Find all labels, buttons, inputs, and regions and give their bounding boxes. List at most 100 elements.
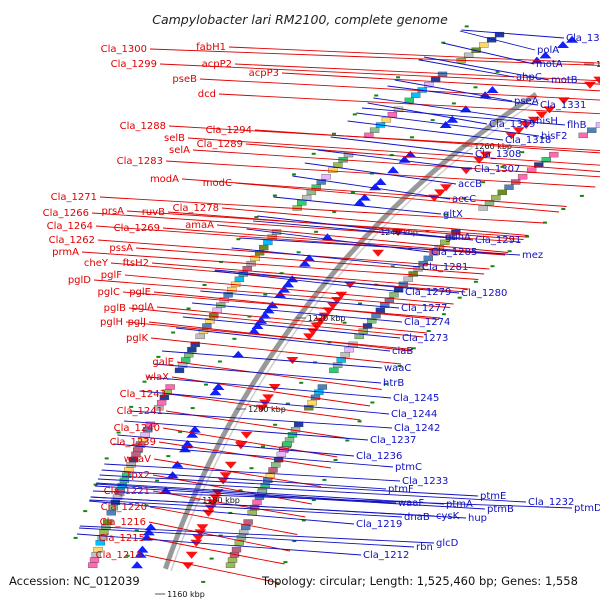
gene-label-left: pseB	[172, 74, 197, 85]
cog-block-reverse	[362, 323, 373, 329]
cog-block-reverse	[317, 384, 328, 390]
tick-dash	[345, 439, 350, 442]
right-label-connector	[129, 410, 393, 429]
kbp-tick-label: 1200 kbp	[248, 405, 286, 414]
right-label-connector	[97, 478, 527, 503]
tick-dash	[129, 405, 134, 408]
tick-dash	[314, 230, 319, 233]
right-label-connector	[361, 107, 566, 126]
gene-label-right: Cla_1344	[566, 33, 600, 44]
gene-label-left: selA	[169, 145, 190, 156]
tick-dash	[457, 296, 462, 299]
cog-block-reverse	[541, 157, 551, 163]
gene-label-right: hisF2	[541, 131, 567, 142]
right-label-connector	[215, 269, 460, 294]
gene-label-right: accB	[458, 179, 482, 190]
cog-block-forward	[311, 184, 321, 190]
cog-block-forward	[263, 239, 273, 246]
tick-dash	[411, 347, 416, 350]
gene-label-right: polA	[537, 45, 559, 56]
left-label-connector	[192, 149, 600, 178]
tick-dash	[426, 330, 431, 332]
cog-block-reverse	[276, 451, 287, 458]
cog-block-forward	[234, 276, 245, 282]
tick-dash	[495, 70, 500, 73]
cog-block-reverse	[344, 346, 354, 353]
cog-block-forward	[411, 92, 421, 98]
cog-block-forward	[254, 250, 265, 256]
backbone-shadow-arc	[170, 98, 540, 572]
tick-dash	[285, 402, 290, 405]
tick-dash	[410, 136, 414, 139]
reverse-strand-gene-arrow	[235, 441, 248, 448]
gene-label-right: Cla_1279	[405, 287, 451, 298]
tick-dash	[93, 483, 98, 486]
tick-dash	[292, 540, 297, 543]
gene-label-left: Cla_1299	[111, 59, 157, 70]
gene-label-right: Cla_1308	[475, 149, 521, 160]
forward-strand-gene-arrow	[404, 150, 417, 158]
right-label-connector	[96, 482, 445, 505]
tick-dash	[358, 302, 363, 305]
cog-block-forward	[122, 472, 132, 478]
gene-label-left: pglE	[129, 287, 151, 298]
left-label-connector	[152, 490, 306, 518]
tick-dash	[178, 430, 183, 433]
cog-block-reverse	[595, 122, 600, 128]
cog-block-forward	[93, 546, 103, 553]
gene-label-right: Cla_1277	[401, 303, 447, 314]
tick-dash	[204, 383, 208, 386]
left-label-connector	[199, 78, 600, 101]
tick-dash	[261, 445, 265, 448]
right-label-connector	[192, 302, 403, 323]
gene-label-left: Cla_1278	[173, 203, 219, 214]
tick-dash	[186, 307, 191, 310]
gene-label-left: Cla_1243	[120, 389, 166, 400]
gene-label-right: hup	[468, 513, 487, 524]
tick-dash	[464, 25, 469, 28]
tick-dash	[292, 173, 296, 176]
gene-label-left: Cla_1214	[96, 550, 142, 561]
right-label-connector	[330, 136, 474, 155]
topology-text: Topology: circular; Length: 1,525,460 bp…	[261, 574, 578, 588]
left-label-connector	[221, 207, 529, 236]
tick-dash	[374, 94, 379, 97]
cog-block-forward	[297, 200, 307, 206]
tick-dash	[275, 582, 280, 585]
gene-label-right: dnaB	[404, 512, 430, 523]
gene-label-right: cysK	[436, 511, 460, 522]
cog-block-reverse	[329, 367, 339, 374]
gene-label-left: dcd	[198, 89, 216, 100]
cog-block-forward	[306, 189, 317, 196]
gene-label-left: ruvB	[142, 207, 165, 218]
left-label-connector	[159, 63, 600, 85]
forward-strand-gene-arrow	[171, 460, 184, 468]
left-label-connector	[93, 279, 451, 308]
left-label-connector	[124, 274, 454, 305]
cog-block-reverse	[403, 276, 413, 282]
reverse-strand-gene-arrow	[185, 551, 198, 559]
gene-label-right: ptmB	[487, 504, 514, 515]
left-label-connector	[165, 160, 596, 188]
gene-label-right: Cla_1273	[402, 333, 448, 344]
cog-block-forward	[301, 194, 312, 201]
reverse-strand-gene-arrow	[372, 249, 385, 257]
tick-dash	[370, 401, 375, 404]
gene-label-right: Cla_1232	[528, 497, 574, 508]
reverse-strand-gene-arrow	[181, 562, 194, 570]
gene-label-right: motA	[536, 59, 563, 70]
right-label-connector	[89, 500, 355, 525]
gene-label-right: htrB	[383, 378, 404, 389]
tick-dash	[144, 504, 149, 507]
forward-strand-gene-arrow	[181, 440, 194, 447]
tick-dash	[142, 380, 147, 383]
reverse-strand-gene-arrow	[209, 494, 222, 502]
reverse-strand-gene-arrow	[303, 333, 316, 341]
tick-dash	[561, 208, 566, 210]
left-label-connector	[168, 393, 361, 421]
right-label-connector	[78, 527, 415, 548]
right-label-connector	[253, 220, 474, 241]
tick-dash	[322, 478, 327, 481]
reverse-strand-gene-arrow	[440, 184, 453, 192]
right-label-connector	[246, 228, 430, 253]
